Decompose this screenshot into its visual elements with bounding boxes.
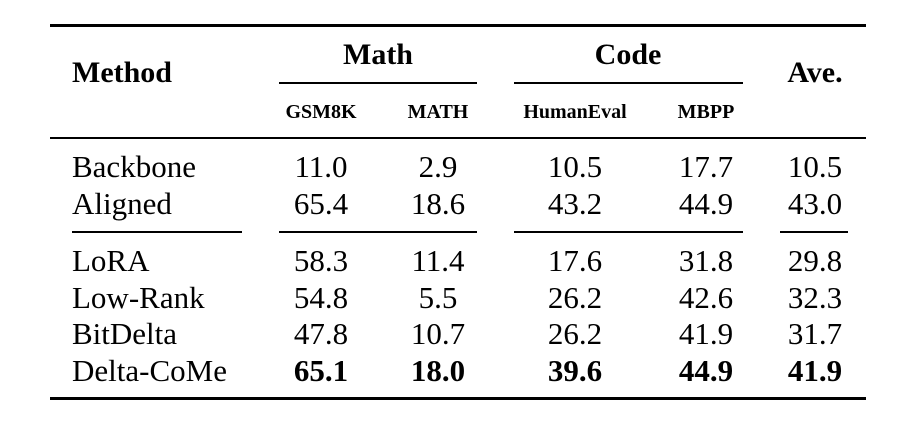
cell-humaneval: 17.6 [547, 243, 603, 278]
cell-gsm8k: 11.0 [294, 149, 348, 184]
cell-average: 31.7 [787, 316, 843, 351]
cell-humaneval: 26.2 [547, 280, 603, 315]
section-rule-method [72, 231, 242, 233]
top-rule [50, 24, 866, 27]
cell-humaneval: 43.2 [547, 186, 603, 221]
row-method: LoRA [72, 243, 150, 278]
cell-gsm8k: 65.1 [293, 353, 349, 388]
header-method: Method [72, 56, 172, 89]
section-rule-average [780, 231, 848, 233]
section-rule-code [514, 231, 743, 233]
cell-humaneval: 39.6 [547, 353, 603, 388]
col-math: MATH [407, 101, 469, 123]
row-method: BitDelta [72, 316, 178, 351]
cell-math: 10.7 [410, 316, 466, 351]
cell-mbpp: 44.9 [678, 353, 734, 388]
cell-humaneval: 10.5 [547, 149, 603, 184]
math-cmidrule [279, 82, 477, 84]
cell-mbpp: 41.9 [678, 316, 734, 351]
cell-average: 10.5 [787, 149, 843, 184]
cell-gsm8k: 47.8 [293, 316, 349, 351]
cell-gsm8k: 54.8 [293, 280, 349, 315]
cell-mbpp: 44.9 [678, 186, 734, 221]
cell-mbpp: 17.7 [678, 149, 734, 184]
header-group-math: Math [343, 38, 413, 71]
cell-mbpp: 42.6 [678, 280, 734, 315]
cell-math: 2.9 [418, 149, 458, 184]
cell-average: 29.8 [787, 243, 843, 278]
header-group-code: Code [594, 38, 662, 71]
bottom-rule [50, 397, 866, 400]
cell-humaneval: 26.2 [547, 316, 603, 351]
cell-math: 5.5 [418, 280, 458, 315]
row-method: Aligned [72, 186, 172, 221]
mid-rule [50, 137, 866, 139]
col-mbpp: MBPP [677, 101, 735, 123]
cell-gsm8k: 58.3 [293, 243, 349, 278]
cell-average: 43.0 [787, 186, 843, 221]
row-method: Low-Rank [72, 280, 205, 315]
cell-average: 41.9 [787, 353, 843, 388]
section-rule-math [279, 231, 477, 233]
cell-average: 32.3 [787, 280, 843, 315]
cell-math: 11.4 [411, 243, 465, 278]
header-average: Ave. [787, 56, 843, 89]
row-method: Backbone [72, 149, 196, 184]
col-humaneval: HumanEval [523, 101, 627, 123]
cell-gsm8k: 65.4 [293, 186, 349, 221]
cell-math: 18.6 [410, 186, 466, 221]
col-gsm8k: GSM8K [285, 101, 357, 123]
code-cmidrule [514, 82, 743, 84]
row-method: Delta-CoMe [72, 353, 227, 388]
cell-math: 18.0 [410, 353, 466, 388]
cell-mbpp: 31.8 [678, 243, 734, 278]
